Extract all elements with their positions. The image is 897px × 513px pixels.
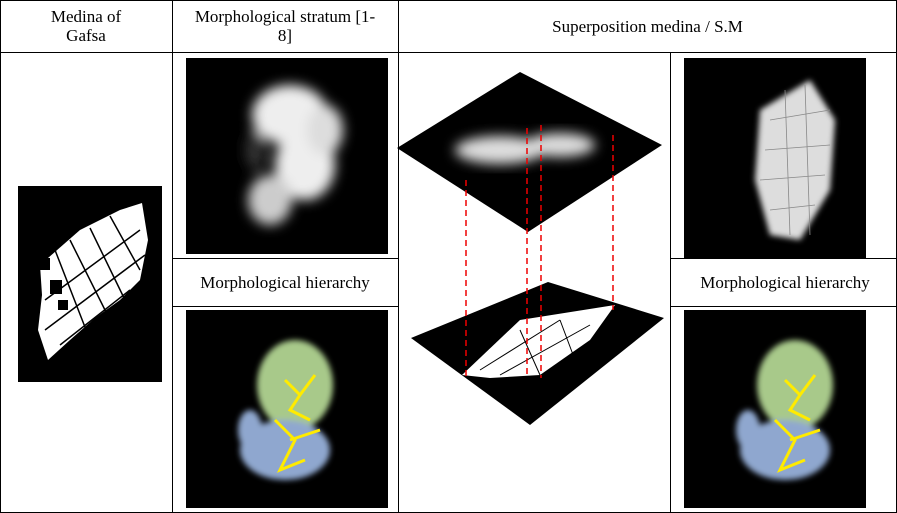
- subheader-cell: Morphological hierarchy: [200, 273, 370, 292]
- header-cell: Medina of Gafsa: [50, 7, 122, 45]
- superposition-image: [397, 72, 664, 425]
- header-cell: Superposition medina / S.M: [552, 16, 743, 36]
- header-cell: Morphological stratum [1-8]: [194, 7, 376, 45]
- subheader-cell: Morphological hierarchy: [700, 273, 870, 292]
- stratum-image: [186, 58, 388, 254]
- hierarchy-image: [186, 310, 388, 508]
- sm-image: [684, 58, 866, 508]
- medina-image: [18, 186, 162, 382]
